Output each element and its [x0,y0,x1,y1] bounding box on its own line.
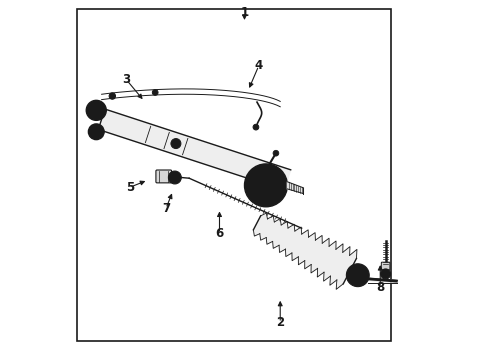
Polygon shape [259,216,274,240]
Polygon shape [272,221,287,248]
Circle shape [152,90,158,95]
Polygon shape [285,227,301,257]
Text: 5: 5 [126,181,134,194]
Circle shape [244,164,287,207]
Polygon shape [329,247,349,285]
Circle shape [272,150,278,156]
Circle shape [171,174,178,181]
Circle shape [253,124,258,130]
Polygon shape [279,224,294,252]
Circle shape [380,269,390,279]
Circle shape [86,100,106,120]
Polygon shape [253,213,267,236]
Polygon shape [98,109,290,190]
Text: 6: 6 [215,227,223,240]
Circle shape [255,175,276,196]
Polygon shape [367,278,397,283]
Circle shape [109,93,115,99]
Text: 8: 8 [375,281,384,294]
Polygon shape [287,182,303,194]
Polygon shape [298,233,315,265]
Polygon shape [265,219,281,244]
Circle shape [168,171,181,184]
Polygon shape [291,230,308,261]
Circle shape [251,171,280,200]
Polygon shape [336,249,356,289]
Circle shape [92,128,100,136]
FancyBboxPatch shape [381,262,389,270]
Text: 1: 1 [240,6,248,19]
Bar [77,9,390,341]
Circle shape [346,264,368,287]
Text: 2: 2 [276,316,284,329]
Polygon shape [317,241,335,277]
Circle shape [259,179,272,192]
Circle shape [88,124,104,140]
Polygon shape [323,244,342,281]
Circle shape [247,167,283,203]
Text: 3: 3 [122,73,130,86]
Circle shape [91,105,102,116]
Text: 7: 7 [162,202,170,215]
Circle shape [263,183,268,188]
Polygon shape [310,238,328,273]
Text: 4: 4 [254,59,263,72]
Circle shape [171,139,181,149]
Polygon shape [304,235,322,269]
FancyBboxPatch shape [156,170,171,183]
